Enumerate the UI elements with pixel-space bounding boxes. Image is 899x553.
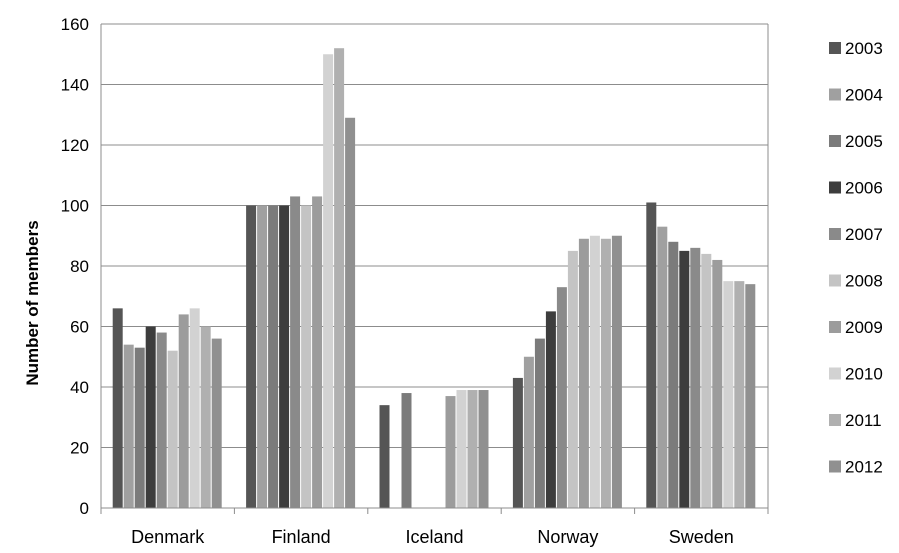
bar-sweden-2004 [657,226,668,509]
bar-sweden-2003 [646,202,657,508]
bar-denmark-2005 [134,347,145,508]
bar-norway-2003 [512,377,523,508]
legend-label: 2008 [845,272,883,291]
bar-denmark-2010 [189,308,200,508]
bar-sweden-2006 [679,250,690,508]
bar-finland-2003 [246,205,257,508]
legend: 2003 2004 2005 2006 2007 2008 2009 2010 2011 2012 [829,39,883,477]
bar-denmark-2011 [200,326,211,508]
bar-iceland-2005 [401,393,412,508]
legend-label: 2003 [845,39,883,58]
bar-finland-2009 [312,196,323,509]
legend-item-2010: 2010 [829,365,883,384]
bar-iceland-2003 [379,405,390,508]
x-tick-label: Denmark [131,527,205,547]
legend-swatch [829,274,841,287]
legend-swatch [829,135,841,147]
legend-item-2006: 2006 [829,179,883,198]
y-axis-label: Number of members [23,220,42,385]
x-tick-label: Iceland [405,527,463,547]
bar-finland-2006 [279,205,290,508]
legend-label: 2005 [845,132,883,151]
bar-norway-2011 [600,238,611,508]
legend-label: 2009 [845,318,883,337]
x-tick-label: Finland [272,527,331,547]
y-tick-label: 40 [70,378,89,397]
x-tick-label: Norway [537,527,598,547]
legend-swatch [829,88,841,101]
y-tick-label: 20 [70,439,89,458]
bar-finland-2011 [334,48,345,508]
bar-denmark-2007 [156,332,167,508]
legend-swatch [829,460,841,473]
legend-item-2005: 2005 [829,132,883,151]
legend-swatch [829,367,841,380]
y-tick-label: 140 [61,76,89,95]
legend-label: 2007 [845,225,883,244]
bar-norway-2007 [556,287,567,508]
y-tick-label: 160 [61,15,89,34]
legend-label: 2012 [845,458,883,477]
bar-sweden-2010 [723,281,734,508]
bar-norway-2009 [578,238,589,508]
legend-item-2007: 2007 [829,225,883,244]
legend-item-2004: 2004 [829,86,883,105]
bar-norway-2004 [523,356,534,508]
legend-label: 2006 [845,179,883,198]
bar-finland-2004 [257,205,268,508]
y-tick-label: 80 [70,257,89,276]
bar-denmark-2008 [167,350,178,508]
x-tick-label: Sweden [669,527,734,547]
bar-finland-2010 [323,54,334,508]
y-tick-labels: 0 20 40 60 80 100 120 140 160 [61,15,89,518]
axes [100,24,769,514]
bar-norway-2005 [534,338,545,508]
legend-swatch [829,42,841,54]
legend-label: 2004 [845,86,883,105]
bar-norway-2012 [611,235,622,508]
legend-item-2003: 2003 [829,39,883,58]
bar-sweden-2011 [734,281,745,508]
bar-iceland-2011 [467,390,478,508]
bar-denmark-2006 [145,326,156,508]
y-tick-label: 120 [61,136,89,155]
bar-denmark-2004 [123,344,134,508]
legend-swatch [829,181,841,194]
bar-denmark-2009 [178,314,189,508]
x-tick-labels: Denmark Finland Iceland Norway Sweden [131,527,734,547]
legend-item-2008: 2008 [829,272,883,291]
y-tick-label: 0 [80,499,89,518]
bar-sweden-2008 [701,253,712,508]
legend-item-2012: 2012 [829,458,883,477]
bar-norway-2010 [589,235,600,508]
legend-swatch [829,228,841,240]
bar-norway-2006 [545,311,556,508]
y-tick-label: 100 [61,197,89,216]
bar-iceland-2010 [456,390,467,508]
bar-finland-2008 [301,205,312,508]
bar-sweden-2005 [668,241,679,509]
legend-item-2011: 2011 [829,411,882,430]
bar-norway-2008 [567,250,578,508]
y-tick-label: 60 [70,318,89,337]
bar-iceland-2012 [478,390,489,508]
bar-sweden-2009 [712,259,723,508]
bar-sweden-2012 [745,284,756,508]
bar-finland-2012 [345,117,356,509]
legend-label: 2010 [845,365,883,384]
legend-item-2009: 2009 [829,318,883,337]
bar-finland-2007 [290,196,301,509]
legend-label: 2011 [845,411,882,430]
legend-swatch [829,321,841,333]
bars [112,48,756,509]
bar-denmark-2012 [211,338,222,508]
bar-finland-2005 [268,205,279,508]
bar-denmark-2003 [112,308,123,508]
legend-swatch [829,414,841,426]
bar-iceland-2009 [445,396,456,508]
bar-sweden-2007 [690,247,701,508]
